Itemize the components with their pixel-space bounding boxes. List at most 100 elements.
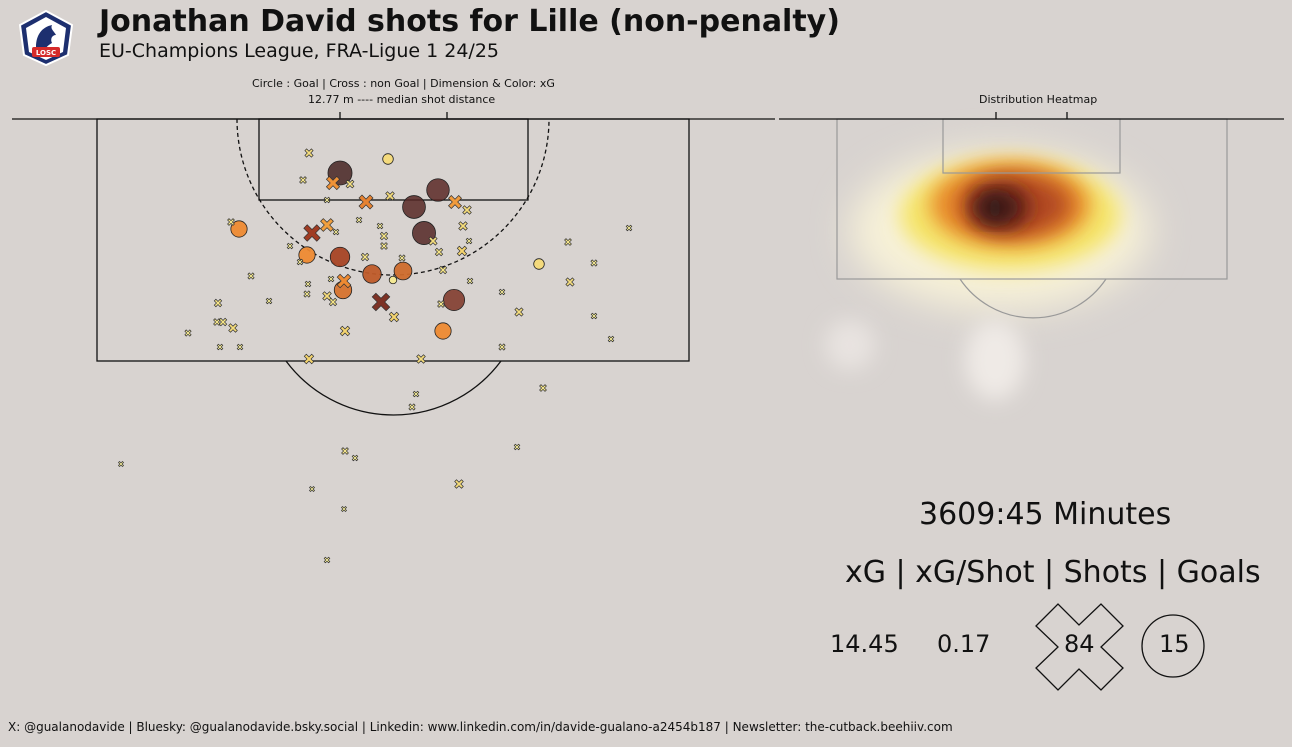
heatmap-label: Distribution Heatmap xyxy=(979,93,1098,106)
shot-miss-19 xyxy=(385,191,395,201)
shot-miss-53 xyxy=(184,329,192,337)
shot-miss-29 xyxy=(380,242,388,250)
shot-miss-54 xyxy=(236,343,244,351)
shot-miss-49 xyxy=(265,297,273,305)
heatmap-top-line xyxy=(779,112,1284,120)
shot-miss-50 xyxy=(213,318,221,326)
shot-goal-11 xyxy=(442,288,466,312)
shot-miss-45 xyxy=(437,300,445,308)
shot-goal-2 xyxy=(426,178,450,202)
shot-goal-7 xyxy=(329,246,351,268)
shot-miss-15 xyxy=(304,148,314,158)
legend-description: Circle : Goal | Cross : non Goal | Dimen… xyxy=(252,77,555,90)
distribution-heatmap xyxy=(825,150,1150,400)
shot-miss-81 xyxy=(296,258,304,266)
shot-miss-59 xyxy=(498,343,506,351)
shot-miss-76 xyxy=(323,556,331,564)
club-logo: LOSC xyxy=(18,9,74,67)
shot-miss-64 xyxy=(607,335,615,343)
shots-cross-icon xyxy=(1035,603,1124,691)
shot-miss-52 xyxy=(228,323,238,333)
shot-miss-16 xyxy=(299,176,307,184)
shot-miss-43 xyxy=(371,292,391,312)
footer-credits: X: @gualanodavide | Bluesky: @gualanodav… xyxy=(8,720,953,734)
shot-goal-8 xyxy=(362,264,382,284)
shot-miss-74 xyxy=(309,486,315,492)
shot-miss-80 xyxy=(355,216,363,224)
shots-value: 84 xyxy=(1064,630,1095,658)
shot-miss-73 xyxy=(118,461,124,467)
shot-miss-68 xyxy=(408,403,416,411)
shot-miss-22 xyxy=(320,218,334,232)
shot-miss-44 xyxy=(388,311,400,323)
shot-miss-21 xyxy=(462,205,472,215)
page-title: Jonathan David shots for Lille (non-pena… xyxy=(99,4,840,39)
shot-miss-69 xyxy=(341,447,349,455)
pitch-lines xyxy=(12,112,775,416)
xg-per-shot-value: 0.17 xyxy=(937,630,991,658)
shot-miss-62 xyxy=(565,277,575,287)
shot-miss-20 xyxy=(448,195,462,209)
shot-miss-57 xyxy=(416,354,426,364)
shot-goal-13 xyxy=(533,258,545,270)
shot-goal-14 xyxy=(388,275,398,285)
shot-miss-48 xyxy=(213,298,223,308)
shot-miss-42 xyxy=(304,280,312,288)
shot-miss-27 xyxy=(332,228,340,236)
shot-miss-32 xyxy=(456,245,468,257)
shot-miss-17 xyxy=(325,175,341,191)
shot-miss-78 xyxy=(376,222,384,230)
minutes-played: 3609:45 Minutes xyxy=(919,497,1172,532)
shot-miss-66 xyxy=(539,384,547,392)
shot-miss-28 xyxy=(379,231,389,241)
shot-miss-77 xyxy=(345,179,355,189)
shot-miss-40 xyxy=(328,297,338,307)
shot-miss-30 xyxy=(428,236,438,246)
shot-miss-46 xyxy=(339,325,351,337)
goals-circle-icon xyxy=(1141,614,1205,678)
shot-miss-24 xyxy=(458,221,468,231)
shot-miss-36 xyxy=(327,275,335,283)
shot-miss-65 xyxy=(625,224,633,232)
shot-miss-70 xyxy=(351,454,359,462)
median-distance-label: 12.77 m ---- median shot distance xyxy=(308,93,496,106)
page-subtitle: EU-Champions League, FRA-Ligue 1 24/25 xyxy=(99,40,500,62)
shot-miss-51 xyxy=(218,317,228,327)
shot-goal-6 xyxy=(298,246,316,264)
shot-miss-26 xyxy=(323,196,331,204)
shot-miss-34 xyxy=(360,252,370,262)
xg-value: 14.45 xyxy=(830,630,899,658)
shot-miss-71 xyxy=(513,443,521,451)
shot-miss-35 xyxy=(336,273,352,289)
shot-miss-75 xyxy=(341,506,347,512)
shot-goal-1 xyxy=(382,153,394,165)
shot-goal-12 xyxy=(434,322,452,340)
shot-miss-58 xyxy=(514,307,524,317)
shot-miss-82 xyxy=(286,242,294,250)
goals-value: 15 xyxy=(1159,630,1190,658)
shot-miss-67 xyxy=(412,390,420,398)
shots-layer xyxy=(118,148,633,564)
shot-miss-63 xyxy=(590,312,598,320)
shot-miss-38 xyxy=(466,277,474,285)
shot-goal-5 xyxy=(230,220,248,238)
shot-miss-61 xyxy=(590,259,598,267)
logo-text: LOSC xyxy=(36,49,56,57)
shot-miss-25 xyxy=(227,218,235,226)
shot-miss-31 xyxy=(434,247,444,257)
shot-miss-83 xyxy=(498,288,506,296)
shot-miss-56 xyxy=(303,353,315,365)
shot-goal-9 xyxy=(393,261,413,281)
shot-miss-55 xyxy=(216,343,224,351)
shot-miss-23 xyxy=(303,224,321,242)
shot-miss-47 xyxy=(247,272,255,280)
shot-miss-18 xyxy=(358,194,374,210)
shot-goal-3 xyxy=(402,195,426,219)
shot-miss-33 xyxy=(465,237,473,245)
shot-miss-60 xyxy=(564,238,572,246)
shot-miss-79 xyxy=(398,254,406,262)
shot-miss-72 xyxy=(454,479,464,489)
shot-miss-41 xyxy=(303,290,311,298)
stats-header: xG | xG/Shot | Shots | Goals xyxy=(845,555,1261,590)
